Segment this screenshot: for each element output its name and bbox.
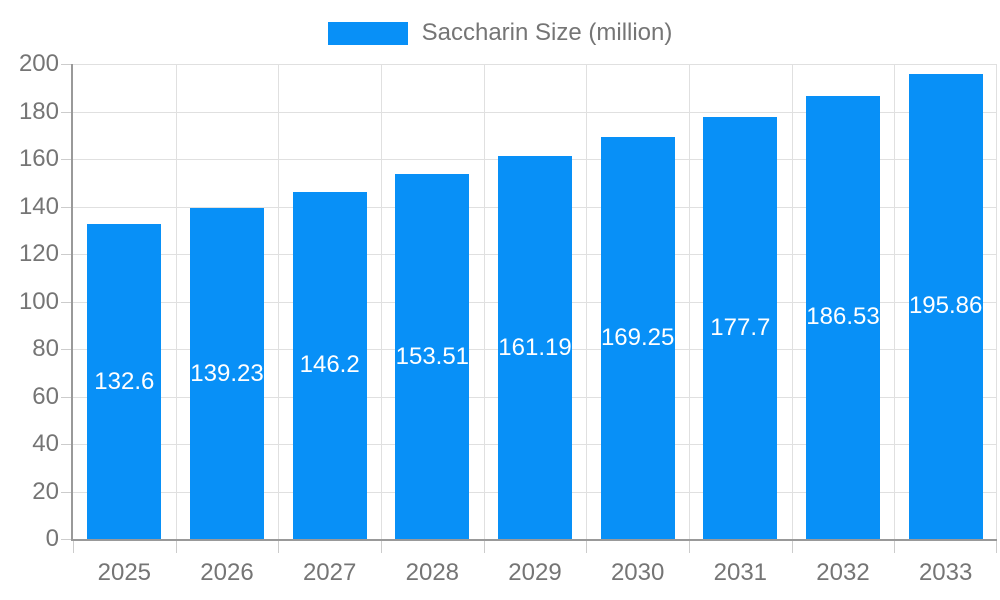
x-tick-label-2028: 2028 [405, 559, 460, 586]
bar-2030[interactable] [600, 137, 675, 539]
y-tick-mark [61, 349, 71, 350]
bar-2031[interactable] [703, 116, 778, 539]
v-gridline [791, 64, 793, 539]
y-tick-label: 80 [32, 335, 59, 362]
v-gridline [996, 64, 997, 539]
x-tick-mark [73, 541, 74, 553]
v-gridline [381, 64, 382, 539]
x-tick-mark [278, 541, 280, 553]
h-gridline [73, 64, 997, 65]
x-tick-label-2030: 2030 [610, 559, 665, 586]
x-tick-label-2026: 2026 [200, 559, 254, 586]
x-tick-mark [175, 541, 177, 553]
y-tick-mark [61, 111, 71, 113]
bar-2026[interactable] [190, 208, 264, 539]
x-tick-label-2031: 2031 [713, 559, 768, 586]
y-tick-mark [61, 301, 71, 303]
y-tick-label: 180 [18, 97, 59, 125]
y-tick-mark [61, 159, 71, 160]
v-gridline [278, 64, 280, 539]
v-gridline [586, 64, 588, 539]
y-tick-label: 140 [18, 192, 59, 220]
v-gridline [894, 64, 896, 539]
bar-2032[interactable] [806, 96, 880, 539]
bar-2029[interactable] [498, 156, 572, 539]
y-tick-mark [61, 254, 71, 255]
y-tick-mark [61, 64, 71, 65]
y-tick-label: 20 [32, 477, 59, 505]
y-axis-line [71, 64, 73, 541]
legend-swatch [327, 21, 408, 45]
y-tick-label: 100 [18, 287, 59, 315]
v-gridline [483, 64, 485, 539]
x-tick-mark [689, 541, 690, 553]
x-tick-mark [791, 541, 793, 553]
h-gridline [73, 111, 997, 113]
v-gridline [175, 64, 177, 539]
legend-label: Saccharin Size (million) [421, 19, 673, 46]
x-tick-label-2033: 2033 [918, 559, 973, 586]
y-tick-mark [61, 206, 71, 208]
bar-2028[interactable] [395, 174, 470, 539]
bar-2033[interactable] [908, 73, 983, 539]
plot-area: 132.6 139.23 146.2 153.51 161.19 169.25 177.7 1… [71, 64, 997, 541]
y-tick-label: 60 [32, 382, 59, 410]
x-tick-mark [586, 541, 588, 553]
y-tick-label: 200 [18, 50, 59, 77]
bar-2025[interactable] [87, 224, 162, 539]
x-tick-mark [996, 541, 997, 553]
y-tick-label: 120 [18, 240, 59, 267]
x-tick-label-2027: 2027 [302, 559, 357, 586]
x-tick-label-2032: 2032 [816, 559, 870, 586]
x-tick-label-2029: 2029 [508, 559, 562, 586]
x-axis-line [71, 539, 997, 541]
x-tick-label-2025: 2025 [97, 559, 152, 586]
y-tick-mark [61, 539, 71, 540]
x-tick-mark [894, 541, 896, 553]
y-tick-mark [61, 491, 71, 493]
y-tick-mark [61, 396, 71, 398]
v-gridline [689, 64, 690, 539]
bar-2027[interactable] [292, 191, 367, 539]
x-tick-mark [483, 541, 485, 553]
x-tick-mark [381, 541, 382, 553]
y-tick-label: 0 [45, 525, 59, 552]
y-tick-mark [61, 444, 71, 445]
legend[interactable]: Saccharin Size (million) [0, 18, 1000, 48]
y-tick-label: 160 [18, 145, 59, 172]
y-tick-label: 40 [32, 430, 59, 457]
